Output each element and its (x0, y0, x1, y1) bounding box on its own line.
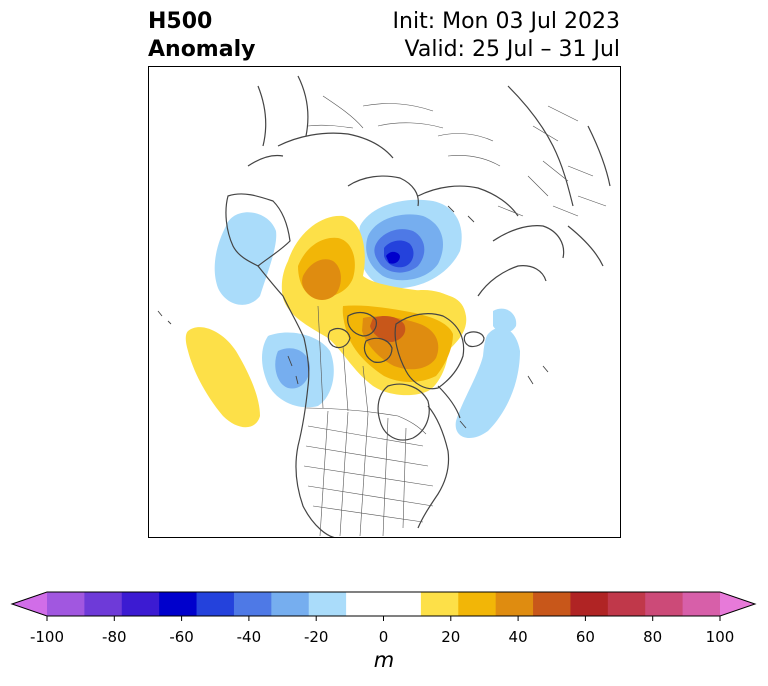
colorbar-tick-label: 80 (643, 628, 663, 646)
colorbar-segment (607, 592, 646, 616)
colorbar-tick-label: -80 (102, 628, 127, 646)
colorbar-unit: m (373, 648, 395, 672)
valid-range: Valid: 25 Jul – 31 Jul (404, 37, 620, 62)
anomaly-shading (185, 199, 520, 439)
colorbar-tick-label: 20 (441, 628, 461, 646)
negative-anomaly-atlantic (455, 327, 520, 439)
negative-anomaly-west-coast-core (275, 348, 310, 389)
colorbar-tick-label: -40 (236, 628, 262, 646)
colorbar-extend-high (720, 592, 755, 616)
north-america-coast (257, 265, 339, 538)
map-dates: Init: Mon 03 Jul 2023 Valid: 25 Jul – 31… (393, 8, 620, 64)
coastlines (225, 75, 611, 538)
colorbar-segment (346, 592, 384, 616)
hudson-bay (377, 383, 430, 441)
colorbar-tick-label: -20 (303, 628, 329, 646)
colorbar-segment (645, 592, 684, 616)
init-date: Init: Mon 03 Jul 2023 (392, 9, 620, 34)
country-borders (303, 95, 607, 537)
colorbar-segment (196, 592, 235, 616)
colorbar-segment (533, 592, 571, 616)
positive-anomaly-pacific (185, 327, 260, 428)
title-variable: H500 (148, 9, 213, 34)
map-title: H500 Anomaly (148, 8, 255, 64)
colorbar-segment (570, 592, 609, 616)
map-frame (148, 66, 621, 538)
colorbar-tick-label: -60 (169, 628, 194, 646)
greenland (394, 313, 465, 390)
colorbar-tick-label: 40 (508, 628, 528, 646)
colorbar-segment (47, 592, 85, 616)
colorbar-segment (159, 592, 198, 616)
colorbar-segment (383, 592, 422, 616)
colorbar-segment (121, 592, 160, 616)
colorbar-segment (84, 592, 123, 616)
colorbar-tick-label: 0 (378, 628, 389, 646)
colorbar-segment (682, 592, 721, 616)
colorbar-segment (420, 592, 459, 616)
colorbar-segment (233, 592, 272, 616)
colorbar-segment (271, 592, 310, 616)
anomaly-map (148, 66, 621, 538)
colorbar-tick-label: 100 (705, 628, 735, 646)
colorbar-extend-low (12, 592, 47, 616)
title-field: Anomaly (148, 37, 256, 62)
colorbar-segment (308, 592, 347, 616)
colorbar-tick-label: -100 (29, 628, 65, 646)
colorbar-tick-label: 60 (575, 628, 595, 646)
colorbar-segment (495, 592, 534, 616)
colorbar (10, 591, 757, 621)
colorbar-segment (458, 592, 497, 616)
